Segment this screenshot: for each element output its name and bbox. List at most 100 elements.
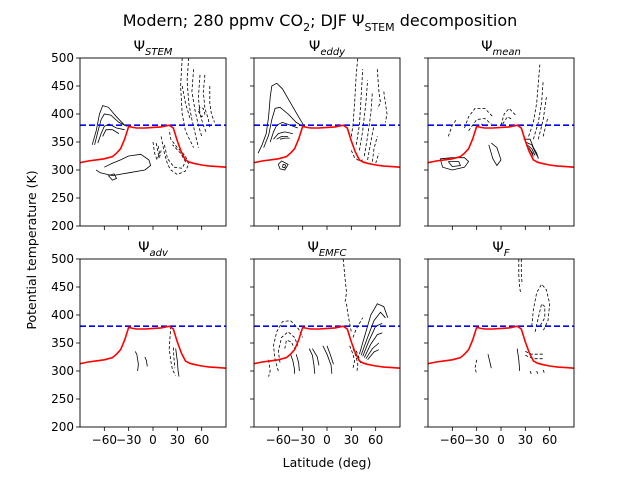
- panel-eddy: Ψeddy: [250, 39, 401, 230]
- panel-emfc: ΨEMFC −60 −30 0 30 60: [250, 240, 401, 447]
- y-axis-label: Potential temperature (K): [24, 170, 39, 329]
- contour-positive: [276, 136, 289, 140]
- plot-area: [80, 58, 226, 181]
- contour-negative: [531, 283, 551, 331]
- contour-negative: [349, 345, 356, 369]
- plot-area: [80, 325, 226, 377]
- contour-negative: [346, 303, 352, 332]
- contour-negative: [342, 259, 347, 304]
- contour-negative: [359, 80, 368, 151]
- contour-negative: [152, 141, 160, 162]
- contour-negative: [268, 359, 271, 377]
- contour-positive: [263, 106, 303, 148]
- x-tick-label: 0: [497, 433, 505, 447]
- contour-positive: [282, 163, 287, 169]
- contour-negative: [355, 350, 362, 366]
- panel-title: ΨEMFC: [307, 240, 346, 259]
- plot-area: [254, 259, 400, 377]
- panel-stem: ΨSTEM 200 250 300 350 400 450 500: [51, 39, 227, 233]
- contour-negative: [352, 317, 364, 338]
- contour-negative: [502, 116, 513, 125]
- contour-negative: [180, 58, 194, 148]
- contour-positive: [487, 354, 492, 369]
- contour-positive: [359, 303, 389, 355]
- panel-title: ΨF: [492, 240, 509, 259]
- panel-mean: Ψmean: [424, 39, 575, 230]
- contour-positive: [108, 173, 118, 181]
- contour-positive: [175, 348, 180, 377]
- y-tick-label: 400: [51, 308, 74, 322]
- contour-negative: [198, 106, 206, 118]
- x-tick-label: −30: [464, 433, 489, 447]
- tropopause-line: [254, 124, 400, 168]
- x-tick-label: 60: [368, 433, 383, 447]
- contour-negative: [536, 370, 539, 376]
- x-tick-label: −60: [92, 433, 117, 447]
- contour-negative: [160, 129, 190, 175]
- contour-negative: [383, 91, 388, 123]
- panel-frame: [427, 258, 575, 428]
- plot-area: [254, 58, 400, 171]
- x-tick-label: 30: [344, 433, 359, 447]
- contour-positive: [134, 351, 139, 372]
- y-tick-label: 250: [51, 392, 74, 406]
- x-tick-label: 30: [170, 433, 185, 447]
- contour-negative: [542, 116, 549, 137]
- y-tick-label: 450: [51, 79, 74, 93]
- contour-negative: [277, 331, 299, 363]
- x-axis-label: Latitude (deg): [283, 455, 372, 470]
- contour-positive: [362, 323, 383, 357]
- contour-positive: [312, 348, 320, 366]
- contour-positive: [525, 141, 539, 158]
- y-tick-label: 500: [51, 252, 74, 266]
- x-tick-label: −60: [440, 433, 465, 447]
- contour-negative: [525, 354, 544, 360]
- x-tick-label: 60: [542, 433, 557, 447]
- y-tick-label: 300: [51, 364, 74, 378]
- y-tick-label: 350: [51, 336, 74, 350]
- plot-area: [428, 259, 574, 376]
- tropopause-line: [80, 325, 226, 369]
- contour-positive: [277, 160, 289, 171]
- contour-positive: [516, 348, 521, 372]
- panel-title: ΨSTEM: [134, 39, 173, 58]
- panel-frame: [79, 258, 227, 428]
- contour-negative: [468, 118, 492, 132]
- contour-negative: [518, 259, 521, 293]
- x-tick-label: −30: [290, 433, 315, 447]
- contour-negative: [533, 80, 544, 140]
- contour-positive: [326, 345, 334, 365]
- contour-negative: [376, 69, 381, 109]
- contour-positive: [102, 129, 120, 137]
- panel-f: ΨF −60 −30 0 30 60: [424, 240, 575, 447]
- panel-adv: Ψadv 200 250 300 350 400 450 500 −60 −30 0 30 60: [51, 240, 227, 447]
- contour-positive: [290, 354, 295, 374]
- contour-negative: [284, 339, 295, 349]
- contour-positive: [360, 311, 386, 356]
- contour-negative: [352, 348, 359, 372]
- contour-positive: [308, 348, 316, 374]
- contour-negative: [464, 108, 494, 129]
- contour-negative: [186, 58, 199, 148]
- contour-negative: [474, 359, 478, 374]
- contour-negative: [164, 144, 186, 169]
- tropopause-line: [80, 124, 226, 168]
- contour-negative: [181, 85, 191, 120]
- contour-positive: [322, 345, 333, 374]
- contour-negative: [155, 143, 162, 158]
- contour-positive: [95, 153, 152, 177]
- contour-negative: [350, 58, 359, 137]
- contour-positive: [91, 105, 131, 145]
- contour-negative: [168, 326, 177, 376]
- contour-negative: [542, 369, 546, 375]
- tropopause-line: [428, 124, 574, 168]
- x-tick-label: −60: [266, 433, 291, 447]
- tropopause-line: [428, 325, 574, 369]
- contour-positive: [363, 332, 383, 358]
- panel-title: Ψeddy: [309, 39, 346, 58]
- y-tick-label: 500: [51, 51, 74, 65]
- contour-negative: [197, 74, 207, 134]
- y-tick-label: 450: [51, 280, 74, 294]
- contour-positive: [94, 113, 128, 145]
- contour-negative: [528, 63, 541, 137]
